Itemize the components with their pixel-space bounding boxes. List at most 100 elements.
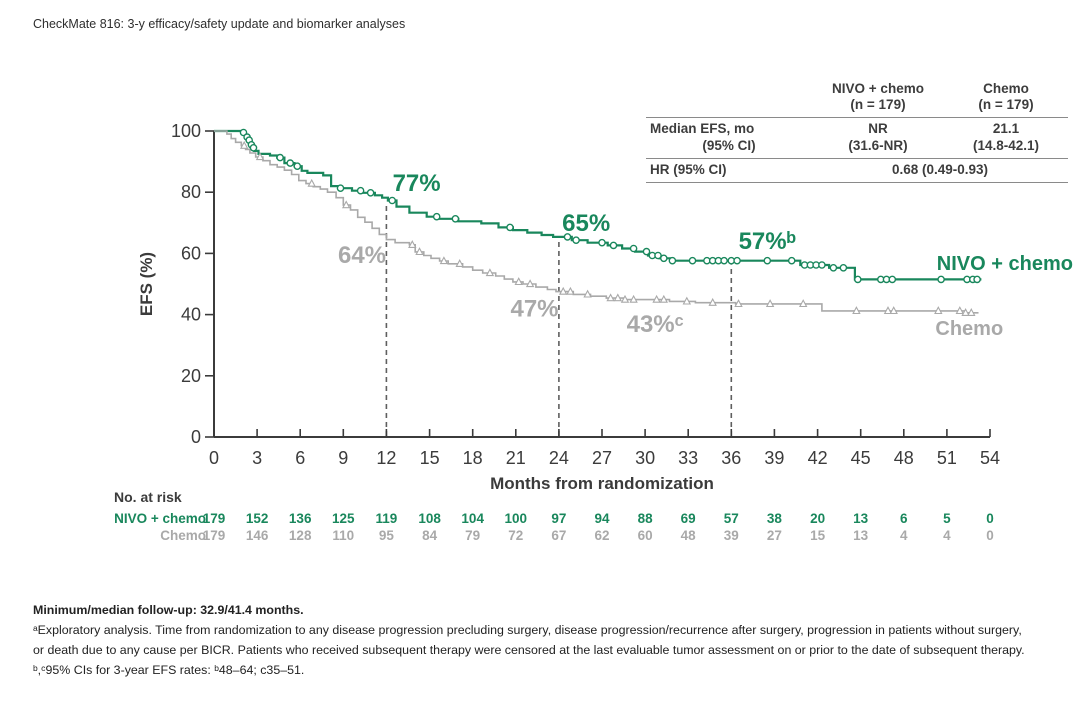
- footnote-a-line1: ᵃExploratory analysis. Time from randomi…: [33, 623, 1022, 637]
- risk-value: 0: [986, 528, 994, 543]
- censor-mark-circle: [829, 263, 838, 272]
- risk-value: 4: [943, 528, 951, 543]
- risk-value: 104: [461, 511, 484, 526]
- censor-mark-circle: [388, 196, 397, 205]
- y-tick-label: 20: [181, 366, 201, 386]
- stats-col-chemo-n: (n = 179): [978, 97, 1034, 113]
- risk-value: 4: [900, 528, 908, 543]
- x-tick-label: 30: [635, 448, 655, 468]
- censor-mark-circle: [642, 247, 651, 256]
- censor-mark-circle: [366, 188, 375, 197]
- efs-km-chart: 0 3 6 9 12 15 18 21 24 27 30 33 36 39 42 45 48 51 54020406…: [114, 121, 1073, 543]
- censor-mark-circle: [818, 261, 826, 269]
- censor-mark-circle: [973, 275, 981, 284]
- censor-mark-triangle: [485, 268, 495, 277]
- stats-col-nivo-n: (n = 179): [850, 97, 906, 113]
- slide-title: CheckMate 816: 3-y efficacy/safety updat…: [33, 17, 406, 31]
- efs-rate-annotation: 65%: [562, 210, 610, 237]
- risk-value: 13: [853, 511, 869, 526]
- efs-rate-annotation: 57%ᵇ: [739, 228, 796, 255]
- risk-value: 108: [418, 511, 441, 526]
- risk-value: 72: [508, 528, 523, 543]
- censor-mark-circle: [506, 223, 514, 232]
- censor-mark-triangle: [341, 200, 351, 209]
- censor-mark-circle: [609, 241, 618, 250]
- risk-value: 84: [422, 528, 438, 543]
- x-tick-label: 27: [592, 448, 612, 468]
- censor-mark-circle: [598, 238, 606, 247]
- series-end-label: NIVO + chemo: [937, 253, 1073, 275]
- risk-value: 57: [724, 511, 739, 526]
- stats-col-chemo-header: Chemo (n = 179): [944, 78, 1068, 119]
- risk-value: 119: [376, 511, 398, 526]
- censor-mark-circle: [629, 244, 638, 253]
- censor-mark-triangle: [629, 294, 638, 303]
- censor-mark-triangle: [798, 299, 808, 308]
- hr-label: HR (95% CI): [646, 158, 812, 183]
- x-tick-label: 3: [252, 448, 262, 468]
- censor-mark-triangle: [415, 247, 424, 256]
- censor-mark-triangle: [682, 296, 692, 305]
- censor-mark-circle: [286, 159, 295, 167]
- censor-mark-triangle: [708, 297, 717, 306]
- censor-mark-triangle: [889, 306, 898, 315]
- x-tick-label: 36: [721, 448, 741, 468]
- y-tick-label: 100: [171, 121, 201, 141]
- risk-value: 62: [594, 528, 609, 543]
- censor-mark-circle: [563, 233, 572, 241]
- stats-header-row: NIVO + chemo (n = 179) Chemo (n = 179): [646, 78, 1068, 119]
- efs-rate-annotation: 47%: [510, 296, 558, 323]
- footnotes: Minimum/median follow-up: 32.9/41.4 mont…: [33, 600, 1069, 680]
- risk-value: 13: [853, 528, 869, 543]
- risk-value: 60: [638, 528, 653, 543]
- censor-mark-circle: [276, 153, 284, 162]
- censor-mark-circle: [336, 184, 345, 192]
- stats-hr-row: HR (95% CI) 0.68 (0.49-0.93): [646, 158, 1068, 183]
- median-efs-nivo-ci: (31.6-NR): [848, 137, 908, 153]
- followup-note: Minimum/median follow-up: 32.9/41.4 mont…: [33, 603, 304, 617]
- km-curve-nivo-chemo: [214, 129, 982, 281]
- hr-value: 0.68 (0.49-0.93): [812, 158, 1068, 183]
- censor-mark-triangle: [255, 152, 265, 161]
- risk-value: 48: [681, 528, 697, 543]
- censor-mark-circle: [888, 275, 897, 284]
- censor-mark-circle: [249, 143, 258, 152]
- risk-value: 79: [465, 528, 480, 543]
- censor-mark-circle: [432, 212, 441, 221]
- risk-row-label: Chemo: [160, 528, 206, 543]
- footnote-a-line2: or death due to any cause per BICR. Pati…: [33, 643, 1025, 657]
- risk-value: 95: [379, 528, 395, 543]
- risk-value: 38: [767, 511, 783, 526]
- risk-value: 110: [332, 528, 354, 543]
- series-end-label: Chemo: [935, 318, 1003, 340]
- risk-value: 179: [203, 511, 226, 526]
- x-tick-label: 15: [420, 448, 440, 468]
- risk-value: 88: [638, 511, 654, 526]
- risk-value: 69: [681, 511, 696, 526]
- censor-mark-triangle: [659, 294, 669, 303]
- risk-table-heading: No. at risk: [114, 489, 182, 505]
- risk-value: 15: [810, 528, 826, 543]
- x-tick-label: 33: [678, 448, 698, 468]
- censor-mark-triangle: [852, 306, 861, 315]
- censor-mark-circle: [733, 256, 741, 265]
- y-tick-label: 80: [181, 182, 201, 202]
- stats-col-nivo-name: NIVO + chemo: [832, 81, 924, 96]
- censor-mark-circle: [854, 275, 862, 284]
- censor-mark-triangle: [558, 286, 568, 295]
- footnote-bc: ᵇ,ᶜ95% CIs for 3-year EFS rates: ᵇ48–64;…: [33, 663, 305, 677]
- x-tick-label: 39: [764, 448, 784, 468]
- censor-mark-circle: [660, 254, 668, 263]
- risk-value: 67: [551, 528, 566, 543]
- x-tick-label: 18: [463, 448, 483, 468]
- censor-mark-triangle: [606, 293, 615, 302]
- x-tick-label: 12: [376, 448, 396, 468]
- censor-mark-circle: [787, 256, 796, 265]
- censor-mark-triangle: [525, 279, 535, 288]
- risk-value: 128: [289, 528, 312, 543]
- censor-mark-triangle: [566, 286, 575, 295]
- efs-stats-table: NIVO + chemo (n = 179) Chemo (n = 179) M…: [646, 78, 1068, 183]
- risk-row-label: NIVO + chemo: [114, 511, 206, 526]
- risk-value: 125: [332, 511, 355, 526]
- y-axis-title: EFS (%): [137, 252, 156, 316]
